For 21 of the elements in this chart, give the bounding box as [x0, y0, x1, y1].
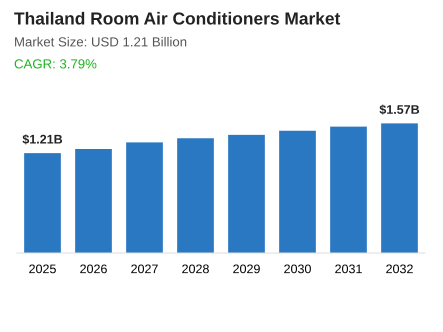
text: CAGR: 3.79% [14, 59, 96, 69]
x-tick-label: 2031 [335, 264, 362, 274]
x-tick-label: 2026 [80, 264, 107, 274]
bar [381, 123, 418, 253]
bar [75, 148, 112, 253]
data-label: $1.57B [380, 104, 420, 115]
bar [24, 153, 61, 253]
bar [228, 134, 265, 253]
x-tick-label: 2029 [233, 264, 260, 274]
chart-subtitle: Market Size: USD 1.21 Billion [15, 36, 186, 47]
x-tick-label: 2032 [386, 264, 413, 274]
bar [330, 126, 367, 253]
bar [126, 142, 163, 253]
x-tick-label: 2025 [29, 264, 56, 274]
bar [177, 138, 214, 253]
bar [279, 130, 316, 253]
x-tick-label: 2028 [182, 264, 209, 274]
x-tick-label: 2027 [131, 264, 158, 274]
x-tick-label: 2030 [284, 264, 311, 274]
data-label: $1.21B [22, 134, 62, 144]
chart-title: Thailand Room Air Conditioners Market [14, 12, 340, 25]
